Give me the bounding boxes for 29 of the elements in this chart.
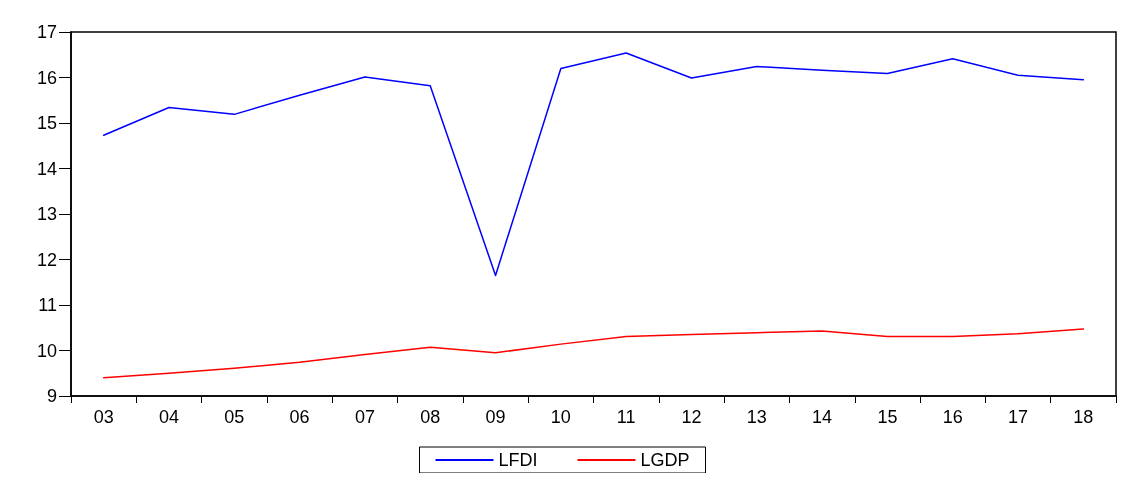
line-series bbox=[102, 328, 1085, 379]
y-tick-label: 9 bbox=[46, 386, 57, 406]
x-tick-label: 04 bbox=[158, 407, 179, 427]
x-tick-label: 12 bbox=[681, 407, 702, 427]
x-tick-label: 10 bbox=[550, 407, 571, 427]
x-tick-label: 09 bbox=[485, 407, 506, 427]
x-tick-label: 16 bbox=[942, 407, 963, 427]
x-tick-label: 14 bbox=[812, 407, 833, 427]
x-tick-label: 11 bbox=[616, 407, 636, 427]
x-tick-label: 18 bbox=[1073, 407, 1094, 427]
y-tick-label: 16 bbox=[36, 67, 57, 88]
legend-label: LGDP bbox=[640, 450, 690, 470]
x-tick-label: 07 bbox=[354, 407, 375, 427]
y-tick-label: 15 bbox=[36, 113, 57, 133]
x-tick-label: 13 bbox=[746, 407, 767, 427]
y-tick-label: 17 bbox=[36, 22, 57, 42]
x-tick-label: 06 bbox=[289, 407, 310, 427]
y-tick-label: 11 bbox=[38, 295, 57, 315]
y-tick-label: 12 bbox=[36, 249, 57, 270]
line-series bbox=[102, 52, 1085, 277]
y-tick-label: 13 bbox=[36, 204, 57, 224]
y-tick-label: 10 bbox=[36, 340, 57, 361]
x-tick-label: 08 bbox=[420, 407, 441, 427]
x-tick-label: 05 bbox=[224, 407, 245, 427]
legend-label: LFDI bbox=[498, 450, 538, 470]
x-tick-label: 17 bbox=[1008, 407, 1029, 427]
y-tick-label: 14 bbox=[36, 158, 57, 179]
x-tick-label: 15 bbox=[877, 407, 898, 427]
x-tick-label: 03 bbox=[93, 407, 114, 427]
